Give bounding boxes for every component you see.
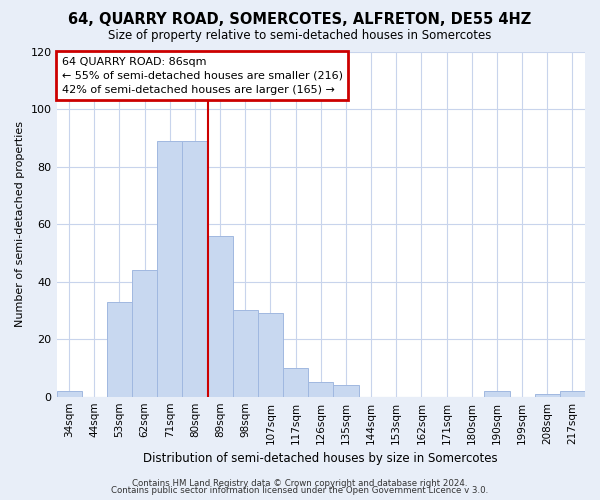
Bar <box>334 385 359 396</box>
Text: 64 QUARRY ROAD: 86sqm
← 55% of semi-detached houses are smaller (216)
42% of sem: 64 QUARRY ROAD: 86sqm ← 55% of semi-deta… <box>62 56 343 94</box>
Y-axis label: Number of semi-detached properties: Number of semi-detached properties <box>15 121 25 327</box>
Bar <box>233 310 258 396</box>
Bar <box>258 314 283 396</box>
Text: Contains HM Land Registry data © Crown copyright and database right 2024.: Contains HM Land Registry data © Crown c… <box>132 478 468 488</box>
Bar <box>182 140 208 396</box>
Text: 64, QUARRY ROAD, SOMERCOTES, ALFRETON, DE55 4HZ: 64, QUARRY ROAD, SOMERCOTES, ALFRETON, D… <box>68 12 532 28</box>
Bar <box>308 382 334 396</box>
Bar <box>208 236 233 396</box>
Bar <box>535 394 560 396</box>
Text: Size of property relative to semi-detached houses in Somercotes: Size of property relative to semi-detach… <box>109 29 491 42</box>
Text: Contains public sector information licensed under the Open Government Licence v : Contains public sector information licen… <box>112 486 488 495</box>
Bar <box>132 270 157 396</box>
Bar <box>560 391 585 396</box>
X-axis label: Distribution of semi-detached houses by size in Somercotes: Distribution of semi-detached houses by … <box>143 452 498 465</box>
Bar <box>157 140 182 396</box>
Bar <box>107 302 132 396</box>
Bar <box>484 391 509 396</box>
Bar <box>56 391 82 396</box>
Bar <box>283 368 308 396</box>
